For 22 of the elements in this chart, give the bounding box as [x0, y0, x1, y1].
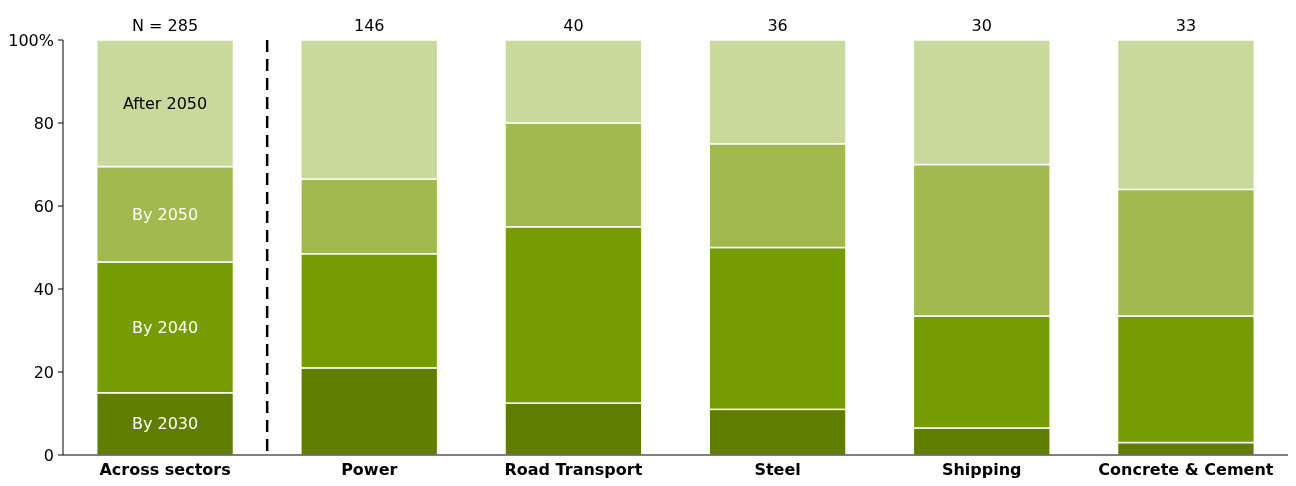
x-tick-label: Road Transport	[504, 460, 643, 479]
annotation: 146	[353, 16, 385, 35]
annotation: 36	[767, 16, 788, 35]
x-tick-label: Power	[341, 460, 398, 479]
x-tick-label: Shipping	[941, 460, 1022, 479]
annotation: 33	[1175, 16, 1197, 35]
annotation: N = 285	[132, 16, 199, 35]
y-tick-label: 80	[33, 113, 54, 133]
series-label: By 2050	[131, 204, 199, 224]
y-tick-label: 20	[33, 362, 54, 382]
annotation: 40	[563, 16, 584, 35]
series-label: By 2040	[131, 317, 199, 337]
series-label: By 2030	[131, 414, 199, 434]
y-tick-label: 40	[33, 279, 54, 299]
y-tick-label: 0	[43, 445, 54, 465]
series-label: After 2050	[122, 93, 208, 113]
x-tick-label: Across sectors	[99, 460, 231, 479]
annotation: 30	[971, 16, 992, 35]
x-tick-label: Steel	[754, 460, 801, 479]
y-tick-label: 60	[33, 196, 54, 216]
x-tick-label: Concrete & Cement	[1098, 460, 1274, 479]
y-tick-label: 100%	[8, 30, 54, 50]
